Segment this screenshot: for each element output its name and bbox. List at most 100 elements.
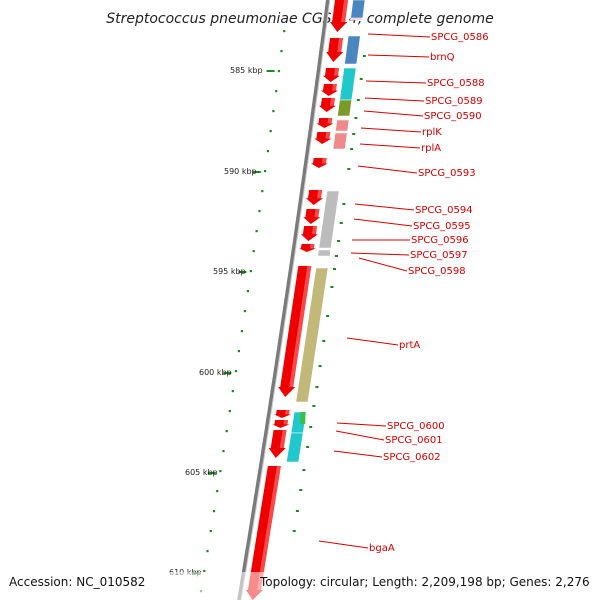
ruler-tick-dot xyxy=(203,570,206,573)
cog-block xyxy=(286,432,304,463)
leader-line xyxy=(364,97,425,102)
gene-arrow-shade xyxy=(283,420,289,425)
track-dot xyxy=(356,99,360,101)
cog-track xyxy=(286,0,366,463)
dot-track xyxy=(292,55,366,532)
gene-arrow-shade xyxy=(327,118,333,124)
gene-label-spcg-0601[interactable]: SPCG_0601 xyxy=(385,435,443,446)
ruler-tick-dot xyxy=(261,190,264,193)
track-dot xyxy=(299,489,303,491)
leader-line xyxy=(353,218,413,227)
ruler-tick-dot xyxy=(272,110,275,113)
backbone-highlight xyxy=(240,0,331,600)
gene-arrow-shade xyxy=(289,266,312,387)
leader-line xyxy=(336,422,387,427)
ruler-tick-dot xyxy=(266,150,269,153)
ruler-label-585: 585 kbp xyxy=(230,66,263,75)
ruler-tick-dot xyxy=(237,350,240,353)
track-dot xyxy=(295,510,299,512)
genome-backbone xyxy=(237,0,331,600)
ruler-tick-dot xyxy=(212,510,216,513)
track-dot xyxy=(350,148,354,150)
cog-block xyxy=(337,99,352,117)
leader-line xyxy=(365,80,427,84)
gene-label-spcg-0600[interactable]: SPCG_0600 xyxy=(387,421,445,432)
track-dot xyxy=(330,286,334,288)
track-dot xyxy=(302,469,306,471)
ruler-tick-dot xyxy=(246,290,249,293)
ruler-tick-dot xyxy=(264,170,267,173)
leader-line xyxy=(358,257,408,272)
ruler-tick-dot xyxy=(277,70,280,73)
track-dot xyxy=(354,117,358,119)
cog-block xyxy=(318,190,340,249)
ruler-tick-dot xyxy=(240,330,243,333)
gene-label-spcg-0593[interactable]: SPCG_0593 xyxy=(418,168,476,179)
ruler-tick-dot xyxy=(206,550,209,553)
ruler-tick-dot xyxy=(252,250,255,253)
track-dot xyxy=(333,268,336,270)
track-dot xyxy=(326,315,330,317)
track-dot xyxy=(318,365,322,367)
gene-arrow-shade xyxy=(321,158,327,164)
gene-label-spcg-0594[interactable]: SPCG_0594 xyxy=(415,205,473,216)
gene-label-brnq[interactable]: brnQ xyxy=(430,52,455,63)
leader-line xyxy=(335,430,385,441)
ruler-tick-dot xyxy=(258,210,261,213)
ruler-tick-dot xyxy=(269,130,272,133)
track-dot xyxy=(352,133,356,135)
ruler-tick-dot xyxy=(216,490,219,493)
gene-label-bgaa[interactable]: bgaA xyxy=(369,543,395,554)
gene-label-spcg-0589[interactable]: SPCG_0589 xyxy=(425,96,483,107)
leader-line xyxy=(363,110,424,117)
cog-block xyxy=(339,67,357,101)
ruler-label-590: 590 kbp xyxy=(224,167,257,176)
gene-label-rplk[interactable]: rplK xyxy=(422,127,442,138)
leader-line xyxy=(367,54,430,58)
gene-label-spcg-0588[interactable]: SPCG_0588 xyxy=(427,78,485,89)
gene-arrow-shade xyxy=(325,132,331,139)
leader-line xyxy=(359,143,421,149)
ruler-major-tick xyxy=(207,472,216,474)
gene-arrow-shade xyxy=(341,0,348,22)
footer-backdrop xyxy=(0,572,600,600)
leader-lines xyxy=(318,33,431,549)
track-dot xyxy=(306,446,310,448)
ruler-tick-dot xyxy=(280,50,283,53)
cog-block xyxy=(335,119,350,132)
track-dot xyxy=(359,78,363,80)
gene-label-spcg-0590[interactable]: SPCG_0590 xyxy=(424,111,482,122)
track-dot xyxy=(312,405,316,407)
ruler-major-tick xyxy=(266,70,275,72)
ruler-tick-dot xyxy=(249,270,252,273)
gene-label-spcg-0596[interactable]: SPCG_0596 xyxy=(411,235,469,246)
leader-line xyxy=(367,33,431,38)
ruler-label-595: 595 kbp xyxy=(213,267,246,276)
gene-label-spcg-0597[interactable]: SPCG_0597 xyxy=(410,250,468,261)
ruler-tick-dot xyxy=(234,370,237,373)
leader-line xyxy=(318,540,369,549)
ruler-label-600: 600 kbp xyxy=(199,368,232,377)
gene-label-rpla[interactable]: rplA xyxy=(421,143,441,154)
gene-arrow-shade xyxy=(311,226,318,235)
track-dot xyxy=(342,203,346,205)
leader-line xyxy=(354,203,415,211)
ruler-tick-dot xyxy=(209,530,212,533)
track-dot xyxy=(309,426,313,428)
ruler-tick-dot xyxy=(283,30,286,33)
gene-track xyxy=(245,0,348,600)
ruler-tick-dot xyxy=(225,430,228,433)
gene-label-spcg-0602[interactable]: SPCG_0602 xyxy=(383,452,441,463)
gene-label-prta[interactable]: prtA xyxy=(399,340,420,351)
ruler-label-605: 605 kbp xyxy=(185,468,218,477)
gene-arrow-shade xyxy=(334,68,339,76)
gene-label-spcg-0598[interactable]: SPCG_0598 xyxy=(408,266,466,277)
ruler-tick-dot xyxy=(255,230,258,233)
gene-arrow-shade xyxy=(256,466,281,590)
gene-arrow-shade xyxy=(317,190,323,199)
cog-accent xyxy=(300,412,306,424)
gene-label-spcg-0586[interactable]: SPCG_0586 xyxy=(431,32,489,43)
gene-arrow-shade xyxy=(329,98,335,106)
gene-label-spcg-0595[interactable]: SPCG_0595 xyxy=(413,221,471,232)
